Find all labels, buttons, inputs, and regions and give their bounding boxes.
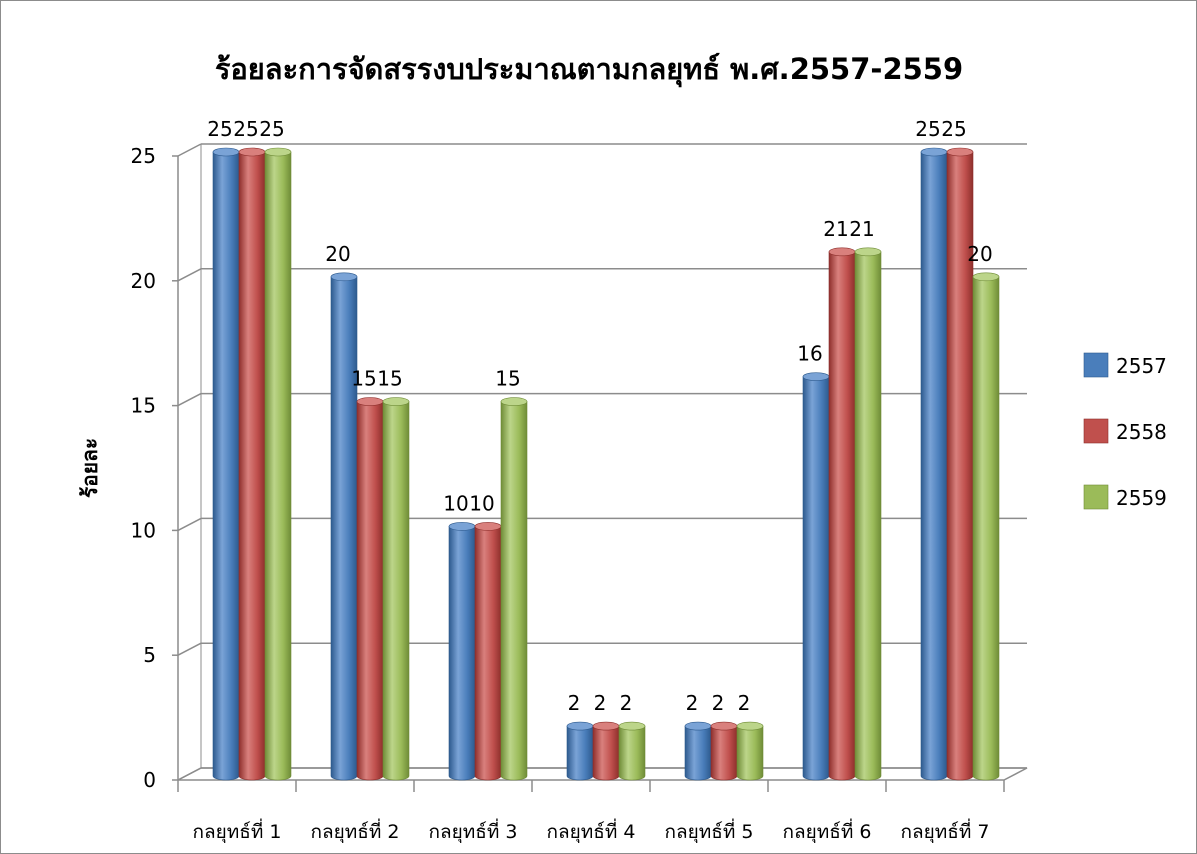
bar [684,721,712,781]
x-category-label: กลยุทธ์ที่ 4 [546,818,635,844]
legend-swatch [1083,418,1109,444]
data-label: 15 [351,367,376,391]
gridline-side [177,392,202,407]
bar [330,272,358,781]
gridline-side [177,268,202,282]
data-label: 25 [207,117,232,141]
bar [710,721,738,781]
y-tick-label: 25 [131,144,156,168]
data-label: 21 [849,217,874,241]
y-axis-label: ร้อยละ [78,438,102,498]
bar [802,372,830,781]
data-label: 15 [495,367,520,391]
data-label: 2 [712,691,725,715]
data-label: 20 [967,242,992,266]
gridline-side [177,642,202,656]
legend-swatch [1083,352,1109,378]
y-tick-labels: 0 5 10 15 20 25 [131,144,156,792]
data-label: 16 [797,342,822,366]
data-label: 10 [469,491,494,515]
x-category-label: กลยุทธ์ที่ 6 [782,818,871,844]
bars [212,147,1000,781]
y-tick-label: 5 [143,643,156,667]
legend-item: 2558 [1083,418,1167,444]
legend-swatch [1083,484,1109,510]
y-tick-label: 15 [131,394,156,418]
x-category-label: กลยุทธ์ที่ 1 [192,818,281,844]
bar [736,721,764,781]
legend-item: 2557 [1083,352,1167,378]
bar [448,522,476,781]
x-category-label: กลยุทธ์ที่ 2 [310,818,399,844]
bar [972,272,1000,781]
data-label: 2 [738,691,751,715]
x-category-label: กลยุทธ์ที่ 7 [900,818,989,844]
bar [592,721,620,781]
data-label: 20 [325,242,350,266]
x-category-labels: กลยุทธ์ที่ 1 กลยุทธ์ที่ 2 กลยุทธ์ที่ 3 กลยุ… [192,818,989,844]
legend-label: 2557 [1116,354,1167,378]
x-category-label: กลยุทธ์ที่ 3 [428,818,517,844]
chart-title: ร้อยละการจัดสรรงบประมาณตามกลยุทธ์ พ.ศ.25… [215,52,963,87]
data-label: 2 [594,691,607,715]
bar [382,397,410,781]
bar [854,247,882,781]
bar [566,721,594,781]
bar [238,147,266,781]
legend-label: 2558 [1116,420,1167,444]
data-label: 25 [259,117,284,141]
data-label: 25 [915,117,940,141]
back-wall [201,144,1027,768]
bar [828,247,856,781]
y-tick-label: 10 [131,518,156,542]
legend: 2557 2558 2559 [1083,352,1167,510]
data-label: 2 [568,691,581,715]
bar [920,147,948,781]
bar [500,397,528,781]
data-label: 2 [686,691,699,715]
bar [212,147,240,781]
data-label: 25 [233,117,258,141]
gridline-side [177,517,202,532]
bar [618,721,646,781]
plot-wall [201,144,1027,768]
data-label: 15 [377,367,402,391]
data-label: 21 [823,217,848,241]
y-tick-label: 0 [143,768,156,792]
legend-item: 2559 [1083,484,1167,510]
data-label: 10 [443,491,468,515]
bar [356,397,384,781]
x-category-label: กลยุทธ์ที่ 5 [664,818,753,844]
y-tick-label: 20 [131,269,156,293]
gridline-side [177,143,202,157]
legend-label: 2559 [1116,486,1167,510]
bar [474,522,502,781]
data-label: 2 [620,691,633,715]
bar [264,147,292,781]
data-label: 25 [941,117,966,141]
axes [172,144,1028,792]
